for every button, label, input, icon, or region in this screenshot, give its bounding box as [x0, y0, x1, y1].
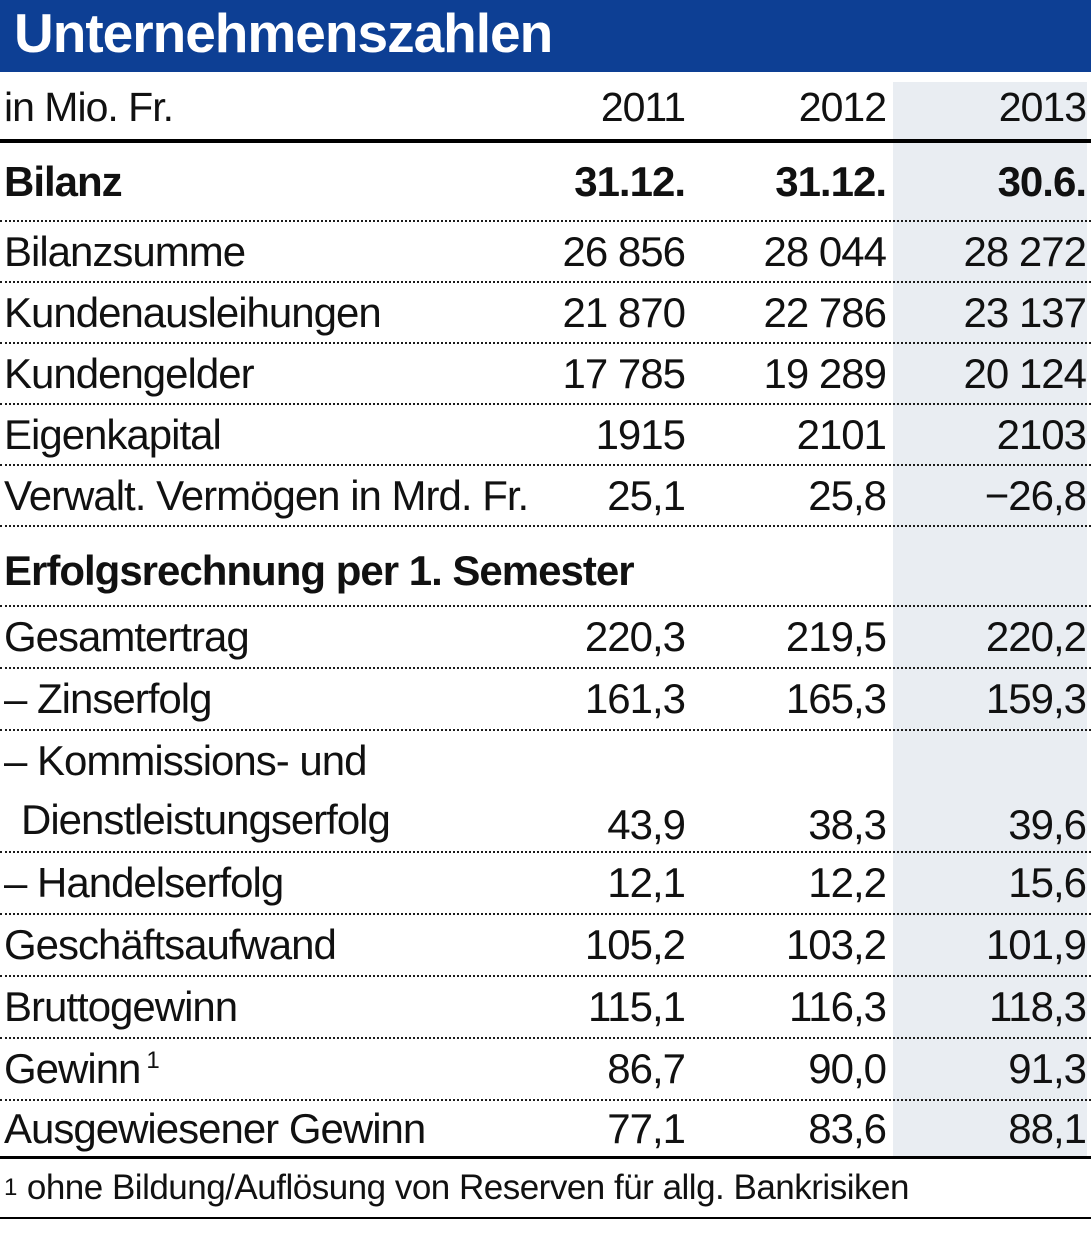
section-label: Erfolgsrechnung per 1. Semester	[4, 547, 635, 594]
value-2011: 21 870	[562, 288, 686, 336]
value-2013: 88,1	[1008, 1104, 1087, 1152]
row-label-line1: – Kommissions- und	[4, 737, 367, 784]
value-2011: 1915	[595, 410, 686, 458]
section-label: Bilanz	[4, 157, 123, 205]
table-row-kundenausleihungen: Kundenausleihungen 21 870 22 786 23 137	[0, 283, 1091, 344]
value-2011: 86,7	[607, 1045, 686, 1092]
value-2013: 28 272	[963, 227, 1087, 275]
value-2011: 115,1	[588, 983, 686, 1030]
table-row-eigenkapital: Eigenkapital 1915 2101 2103	[0, 405, 1091, 466]
value-2013: 20 124	[963, 349, 1087, 397]
balance-date-2011: 31.12.	[574, 157, 686, 205]
row-label: – Zinserfolg	[4, 675, 212, 722]
value-2013: 101,9	[985, 921, 1087, 968]
table-row-handelserfolg: – Handelserfolg 12,1 12,2 15,6	[0, 853, 1091, 915]
value-2012: 25,8	[808, 471, 887, 519]
value-2012: 22 786	[763, 288, 887, 336]
footnote-text: ohne Bildung/Auflösung von Reserven für …	[26, 1168, 910, 1207]
value-2012: 19 289	[763, 349, 887, 397]
value-2012: 28 044	[763, 227, 887, 275]
table-row-kundengelder: Kundengelder 17 785 19 289 20 124	[0, 344, 1091, 405]
row-label-line2: Dienstleistungserfolg	[21, 796, 391, 843]
value-2013: 39,6	[1008, 801, 1087, 848]
title-banner: Unternehmenszahlen	[0, 0, 1091, 72]
column-header-2013: 2013	[998, 84, 1087, 130]
column-header-2011: 2011	[600, 84, 686, 130]
value-2012: 116,3	[789, 983, 887, 1030]
value-2013: 23 137	[963, 288, 1087, 336]
table-row-bilanzsumme: Bilanzsumme 26 856 28 044 28 272	[0, 222, 1091, 283]
value-2011: 77,1	[607, 1104, 686, 1152]
value-2012: 219,5	[785, 613, 887, 660]
row-label: Verwalt. Vermögen in Mrd. Fr.	[4, 471, 529, 519]
value-2011: 25,1	[607, 471, 686, 519]
unit-label: in Mio. Fr.	[4, 84, 174, 130]
column-header-2012: 2012	[798, 84, 887, 130]
balance-date-2013: 30.6.	[997, 157, 1087, 205]
value-2012: 12,2	[808, 859, 887, 906]
row-label: – Handelserfolg	[4, 859, 284, 906]
value-2011: 26 856	[562, 227, 686, 275]
table-row-kommissions-dienstleistungserfolg: – Kommissions- und Dienstleistungserfolg…	[0, 731, 1091, 853]
row-label: Bilanzsumme	[4, 227, 246, 275]
row-label: – Kommissions- und Dienstleistungserfolg	[4, 731, 480, 849]
column-highlight-2013	[893, 82, 1087, 1159]
row-label: Kundenausleihungen	[4, 288, 382, 336]
value-2012: 83,6	[808, 1104, 887, 1152]
value-2012: 38,3	[808, 801, 887, 848]
table-row-gesamtertrag: Gesamtertrag 220,3 219,5 220,2	[0, 607, 1091, 669]
table-row-bruttogewinn: Bruttogewinn 115,1 116,3 118,3	[0, 977, 1091, 1039]
footnote-marker: 1	[146, 1047, 159, 1074]
value-2011: 220,3	[584, 613, 686, 660]
table-row-ausgewiesener-gewinn: Ausgewiesener Gewinn 77,1 83,6 88,1	[0, 1101, 1091, 1159]
value-2013: 15,6	[1008, 859, 1087, 906]
table-row-gewinn: Gewinn 1 86,7 90,0 91,3	[0, 1039, 1091, 1101]
row-label: Gewinn 1	[4, 1045, 160, 1092]
value-2013: −26,8	[984, 471, 1087, 519]
value-2013: 91,3	[1008, 1045, 1087, 1092]
value-2011: 12,1	[607, 859, 686, 906]
value-2013: 159,3	[985, 675, 1087, 722]
value-2013: 220,2	[985, 613, 1087, 660]
value-2011: 161,3	[584, 675, 686, 722]
row-label: Ausgewiesener Gewinn	[4, 1104, 426, 1152]
value-2012: 90,0	[808, 1045, 887, 1092]
value-2011: 105,2	[584, 921, 686, 968]
section-header-erfolgsrechnung: Erfolgsrechnung per 1. Semester	[0, 527, 1091, 607]
row-label: Kundengelder	[4, 349, 255, 397]
column-header-row: in Mio. Fr. 2011 2012 2013	[0, 72, 1091, 143]
footnote: 1 ohne Bildung/Auflösung von Reserven fü…	[0, 1159, 1091, 1219]
value-2012: 165,3	[785, 675, 887, 722]
row-label: Geschäftsaufwand	[4, 921, 337, 968]
row-label: Bruttogewinn	[4, 983, 238, 1030]
value-2013: 118,3	[989, 983, 1087, 1030]
table-row-geschaeftsaufwand: Geschäftsaufwand 105,2 103,2 101,9	[0, 915, 1091, 977]
value-2012: 103,2	[785, 921, 887, 968]
footnote-marker: 1	[4, 1174, 17, 1201]
value-2011: 17 785	[562, 349, 686, 397]
page-title: Unternehmenszahlen	[14, 1, 553, 64]
section-header-bilanz: Bilanz 31.12. 31.12. 30.6.	[0, 143, 1091, 222]
table-row-verwaltete-vermoegen: Verwalt. Vermögen in Mrd. Fr. 25,1 25,8 …	[0, 466, 1091, 527]
row-label: Eigenkapital	[4, 410, 222, 458]
balance-date-2012: 31.12.	[775, 157, 887, 205]
row-label: Gesamtertrag	[4, 613, 250, 660]
value-2011: 43,9	[607, 801, 686, 848]
value-2013: 2103	[996, 410, 1087, 458]
company-figures-table: in Mio. Fr. 2011 2012 2013 Bilanz 31.12.…	[0, 72, 1091, 1219]
value-2012: 2101	[796, 410, 887, 458]
table-row-zinserfolg: – Zinserfolg 161,3 165,3 159,3	[0, 669, 1091, 731]
